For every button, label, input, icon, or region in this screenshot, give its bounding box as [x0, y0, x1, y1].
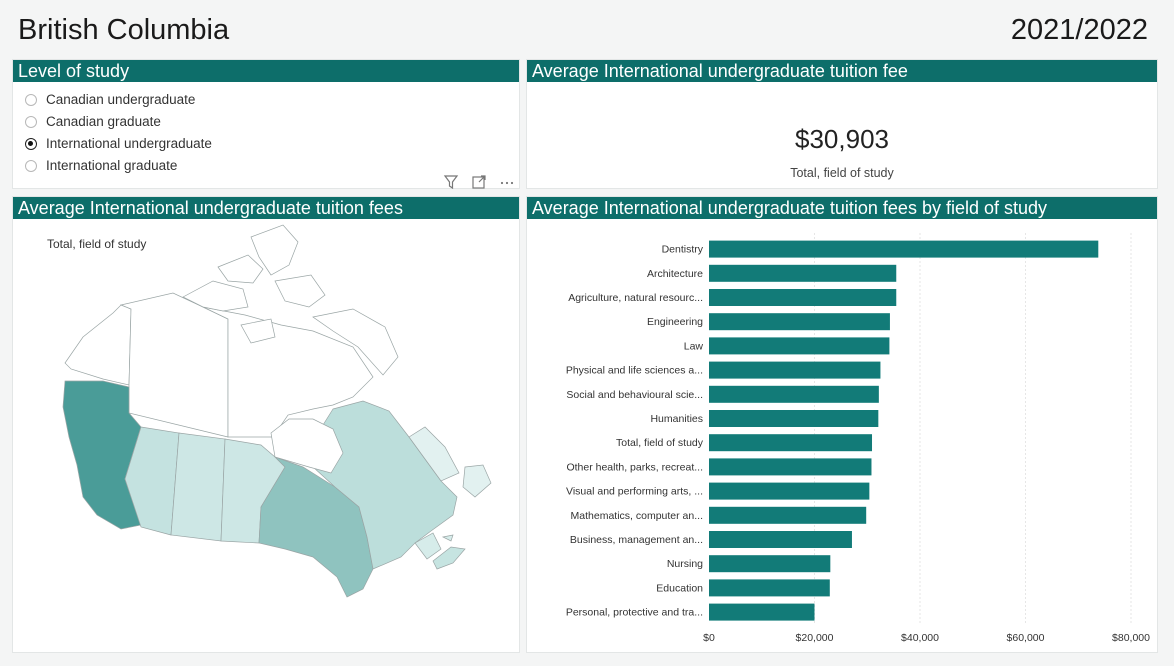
- focus-mode-icon[interactable]: [471, 174, 487, 190]
- more-options-icon[interactable]: [499, 174, 515, 190]
- bar[interactable]: [709, 434, 873, 452]
- region-prince-edward-island: [441, 534, 454, 542]
- x-tick-label: $80,000: [1112, 632, 1150, 644]
- category-label: Business, management an...: [570, 534, 703, 546]
- slicer-option-label: International undergraduate: [46, 136, 212, 151]
- radio-button[interactable]: [25, 115, 37, 128]
- filter-icon[interactable]: [443, 174, 459, 190]
- page-header-province: British Columbia: [18, 14, 230, 46]
- bar[interactable]: [709, 385, 879, 403]
- bar[interactable]: [709, 531, 852, 548]
- map-subtitle: Total, field of study: [47, 237, 147, 251]
- region-british-columbia: [62, 380, 142, 530]
- region-arctic-island: [240, 318, 276, 344]
- bar[interactable]: [709, 555, 831, 573]
- kpi-title: Average International undergraduate tuit…: [527, 60, 1157, 82]
- category-label: Nursing: [667, 558, 703, 570]
- bar-chart-card: Average International undergraduate tuit…: [526, 196, 1158, 653]
- category-label: Visual and performing arts, ...: [566, 486, 703, 498]
- bar[interactable]: [709, 313, 890, 331]
- radio-button[interactable]: [25, 159, 37, 172]
- region-newfoundland-labrador: [408, 426, 460, 482]
- category-label: Engineering: [647, 316, 703, 328]
- category-label: Personal, protective and tra...: [566, 607, 703, 619]
- radio-button-selected[interactable]: [25, 137, 37, 150]
- bar[interactable]: [709, 458, 872, 476]
- region-arctic-island: [250, 224, 299, 276]
- category-label: Total, field of study: [616, 437, 704, 449]
- region-arctic-island: [312, 308, 399, 376]
- level-of-study-slicer: Level of study Canadian undergraduate Ca…: [12, 59, 520, 190]
- region-nova-scotia: [432, 546, 466, 570]
- slicer-option[interactable]: Canadian graduate: [25, 114, 161, 129]
- region-quebec: [312, 400, 458, 570]
- kpi-subtitle: Total, field of study: [790, 166, 894, 180]
- map-title: Average International undergraduate tuit…: [13, 197, 519, 219]
- category-label: Social and behavioural scie...: [566, 389, 703, 401]
- category-label: Law: [684, 340, 704, 352]
- slicer-option-label: Canadian graduate: [46, 114, 161, 129]
- region-saskatchewan: [170, 432, 226, 542]
- category-label: Other health, parks, recreat...: [566, 461, 703, 473]
- region-nunavut: [202, 306, 374, 438]
- region-newfoundland-island: [462, 464, 492, 498]
- category-label: Agriculture, natural resourc...: [568, 292, 703, 304]
- bar[interactable]: [709, 337, 890, 355]
- bar-chart-title: Average International undergraduate tuit…: [527, 197, 1157, 219]
- visual-header-icons: [443, 174, 515, 190]
- bar[interactable]: [709, 579, 830, 597]
- radio-button[interactable]: [25, 93, 37, 106]
- bar[interactable]: [709, 240, 1099, 258]
- slicer-option[interactable]: Canadian undergraduate: [25, 92, 195, 107]
- region-arctic-island: [274, 274, 326, 308]
- x-tick-label: $20,000: [796, 632, 834, 644]
- x-tick-label: $60,000: [1007, 632, 1045, 644]
- slicer-title: Level of study: [13, 60, 519, 82]
- category-label: Architecture: [647, 268, 703, 280]
- slicer-option-label: Canadian undergraduate: [46, 92, 196, 107]
- hudson-bay: [270, 418, 344, 474]
- kpi-card: Average International undergraduate tuit…: [526, 59, 1158, 189]
- bar[interactable]: [709, 289, 897, 306]
- map-card: Average International undergraduate tuit…: [12, 196, 520, 653]
- bar[interactable]: [709, 482, 870, 500]
- slicer-option[interactable]: International graduate: [25, 158, 177, 173]
- region-arctic-island: [182, 280, 249, 312]
- category-label: Physical and life sciences a...: [566, 365, 703, 377]
- kpi-value: $30,903: [795, 124, 889, 154]
- bar[interactable]: [709, 361, 881, 379]
- x-tick-label: $40,000: [901, 632, 939, 644]
- region-new-brunswick: [414, 532, 442, 560]
- bar[interactable]: [709, 410, 879, 427]
- canada-choropleth-map[interactable]: [13, 197, 519, 652]
- region-arctic-island: [217, 254, 264, 284]
- category-label: Mathematics, computer an...: [571, 510, 703, 522]
- slicer-option-label: International graduate: [46, 158, 178, 173]
- category-label: Education: [656, 582, 703, 594]
- slicer-option[interactable]: International undergraduate: [25, 136, 212, 151]
- x-tick-label: $0: [703, 632, 715, 644]
- bar[interactable]: [709, 264, 897, 282]
- region-alberta: [124, 426, 180, 536]
- page-header-year: 2021/2022: [1010, 14, 1148, 46]
- category-label: Dentistry: [662, 244, 704, 256]
- region-northwest-territories: [119, 292, 229, 438]
- bar-chart: $0 $20,000 $40,000 $60,000 $80,000 Dentistry A…: [566, 233, 1150, 644]
- category-label: Humanities: [650, 413, 703, 425]
- bar[interactable]: [709, 506, 867, 524]
- region-yukon: [64, 304, 132, 386]
- bar[interactable]: [709, 603, 815, 621]
